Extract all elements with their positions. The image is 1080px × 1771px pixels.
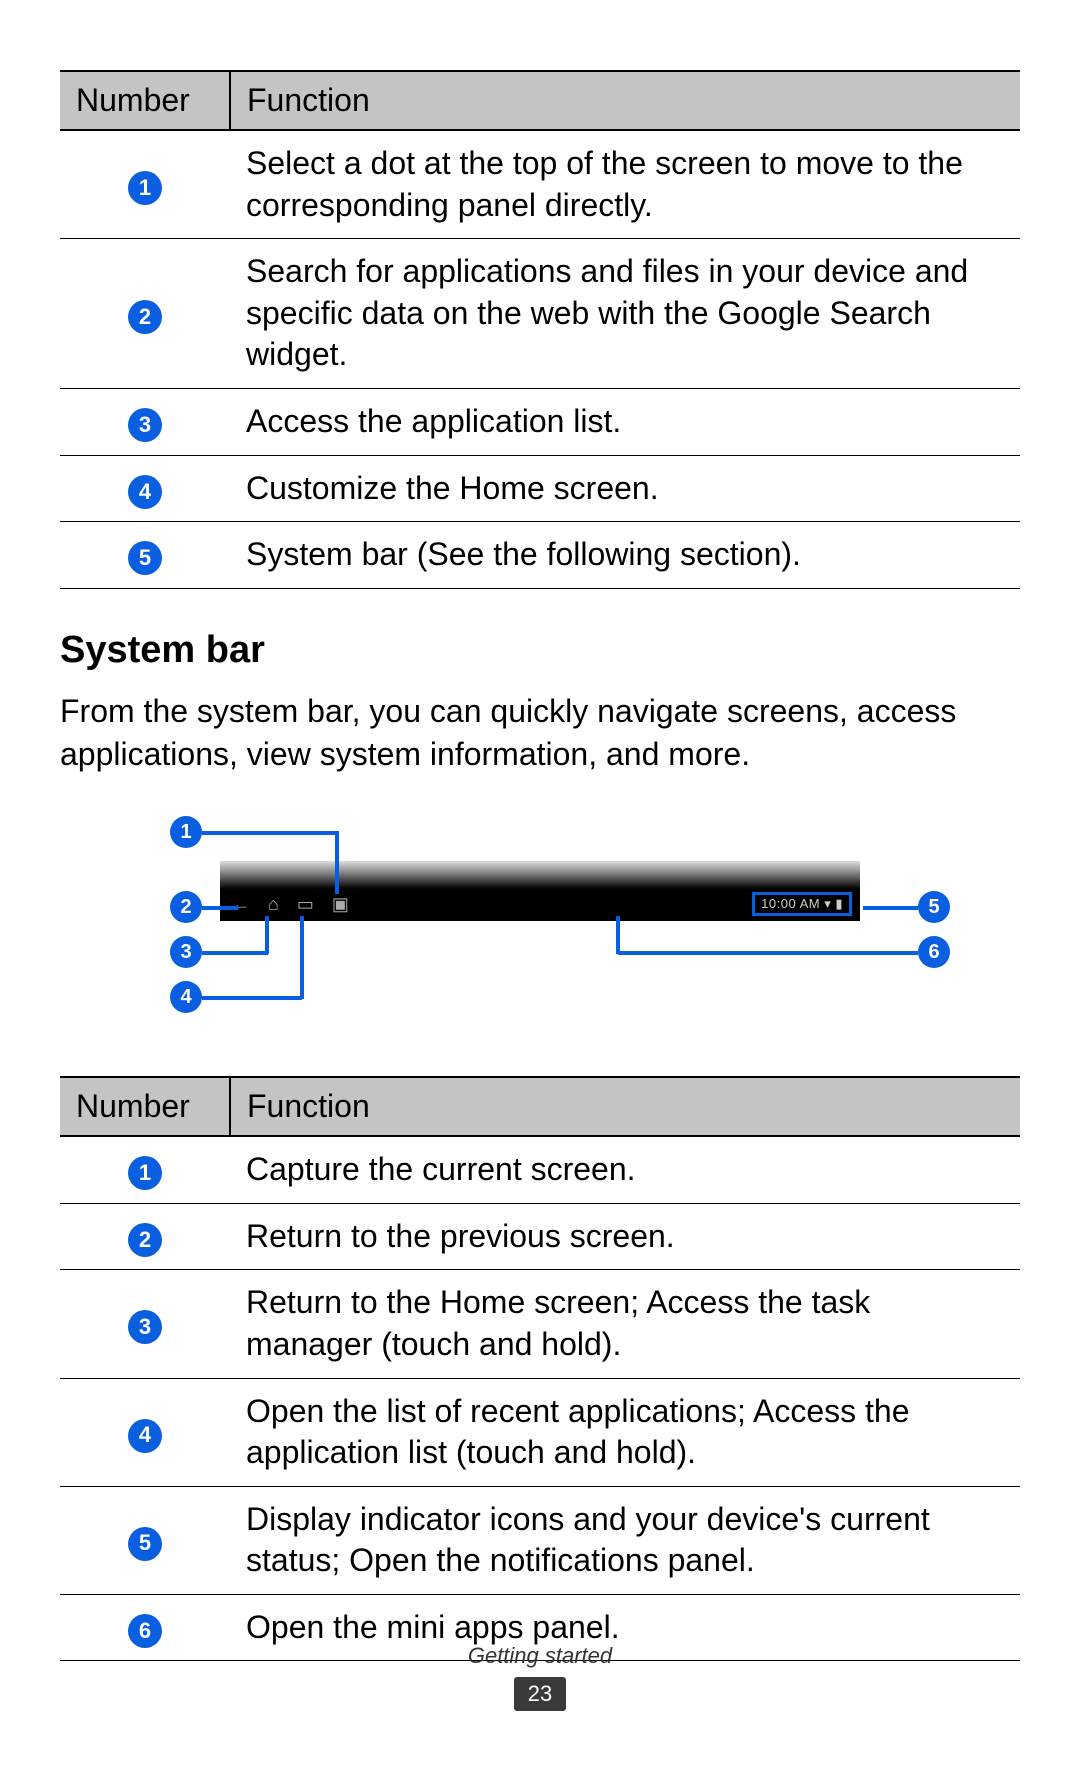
system-bar-graphic: ← ⌂ ▭ ▣ 10:00 AM ▾ ▮ — [220, 861, 860, 921]
home-icon: ⌂ — [268, 895, 279, 913]
callout-badge-5: 5 — [918, 891, 950, 923]
function-text: Open the list of recent applications; Ac… — [230, 1378, 1020, 1486]
capture-icon: ▣ — [332, 895, 349, 913]
table-row: 4 Customize the Home screen. — [60, 455, 1020, 522]
page-footer: Getting started 23 — [0, 1643, 1080, 1711]
callout-line — [616, 916, 620, 954]
table-row: 2 Search for applications and files in y… — [60, 239, 1020, 389]
callout-table-1: Number Function 1 Select a dot at the to… — [60, 70, 1020, 589]
function-text: Return to the Home screen; Access the ta… — [230, 1270, 1020, 1378]
callout-badge-1: 1 — [170, 816, 202, 848]
table-row: 5 System bar (See the following section)… — [60, 522, 1020, 589]
table-row: 1 Select a dot at the top of the screen … — [60, 130, 1020, 239]
number-badge: 1 — [128, 171, 162, 205]
table-row: 3 Return to the Home screen; Access the … — [60, 1270, 1020, 1378]
function-text: Select a dot at the top of the screen to… — [230, 130, 1020, 239]
number-badge: 4 — [128, 1419, 162, 1453]
callout-table-2: Number Function 1 Capture the current sc… — [60, 1076, 1020, 1661]
table2-header-number: Number — [60, 1077, 230, 1136]
number-badge: 3 — [128, 1310, 162, 1344]
number-badge: 5 — [128, 1527, 162, 1561]
function-text: System bar (See the following section). — [230, 522, 1020, 589]
function-text: Search for applications and files in you… — [230, 239, 1020, 389]
page-number-badge: 23 — [514, 1677, 566, 1711]
back-icon: ← — [232, 895, 250, 913]
callout-badge-6: 6 — [918, 936, 950, 968]
callout-line — [202, 951, 268, 955]
status-clock-box: 10:00 AM ▾ ▮ — [752, 892, 852, 916]
table1-header-number: Number — [60, 71, 230, 130]
callout-badge-3: 3 — [170, 936, 202, 968]
function-text: Display indicator icons and your device'… — [230, 1486, 1020, 1594]
bar-solid: ← ⌂ ▭ ▣ 10:00 AM ▾ ▮ — [220, 889, 860, 921]
section-title: System bar — [60, 629, 1020, 672]
callout-line — [202, 831, 337, 835]
number-badge: 2 — [128, 1223, 162, 1257]
number-badge: 2 — [128, 300, 162, 334]
nav-icons: ← ⌂ ▭ ▣ — [232, 895, 349, 913]
table-row: 5 Display indicator icons and your devic… — [60, 1486, 1020, 1594]
callout-line — [300, 916, 304, 999]
system-bar-diagram: ← ⌂ ▭ ▣ 10:00 AM ▾ ▮ 1 2 3 4 5 6 — [130, 806, 950, 1036]
callout-line — [335, 831, 339, 894]
callout-line — [265, 916, 269, 954]
function-text: Access the application list. — [230, 388, 1020, 455]
function-text: Customize the Home screen. — [230, 455, 1020, 522]
table2-header-function: Function — [230, 1077, 1020, 1136]
table-row: 3 Access the application list. — [60, 388, 1020, 455]
number-badge: 3 — [128, 408, 162, 442]
callout-line — [202, 996, 302, 1000]
number-badge: 1 — [128, 1156, 162, 1190]
table-row: 2 Return to the previous screen. — [60, 1203, 1020, 1270]
callout-line — [202, 906, 238, 910]
table-row: 1 Capture the current screen. — [60, 1136, 1020, 1203]
number-badge: 5 — [128, 541, 162, 575]
recent-icon: ▭ — [297, 895, 314, 913]
function-text: Capture the current screen. — [230, 1136, 1020, 1203]
function-text: Return to the previous screen. — [230, 1203, 1020, 1270]
footer-section-name: Getting started — [0, 1643, 1080, 1669]
table1-header-function: Function — [230, 71, 1020, 130]
bar-gradient — [220, 861, 860, 889]
callout-line — [863, 906, 918, 910]
callout-badge-2: 2 — [170, 891, 202, 923]
table-row: 4 Open the list of recent applications; … — [60, 1378, 1020, 1486]
number-badge: 4 — [128, 475, 162, 509]
callout-badge-4: 4 — [170, 981, 202, 1013]
callout-line — [618, 951, 918, 955]
section-description: From the system bar, you can quickly nav… — [60, 690, 1020, 776]
